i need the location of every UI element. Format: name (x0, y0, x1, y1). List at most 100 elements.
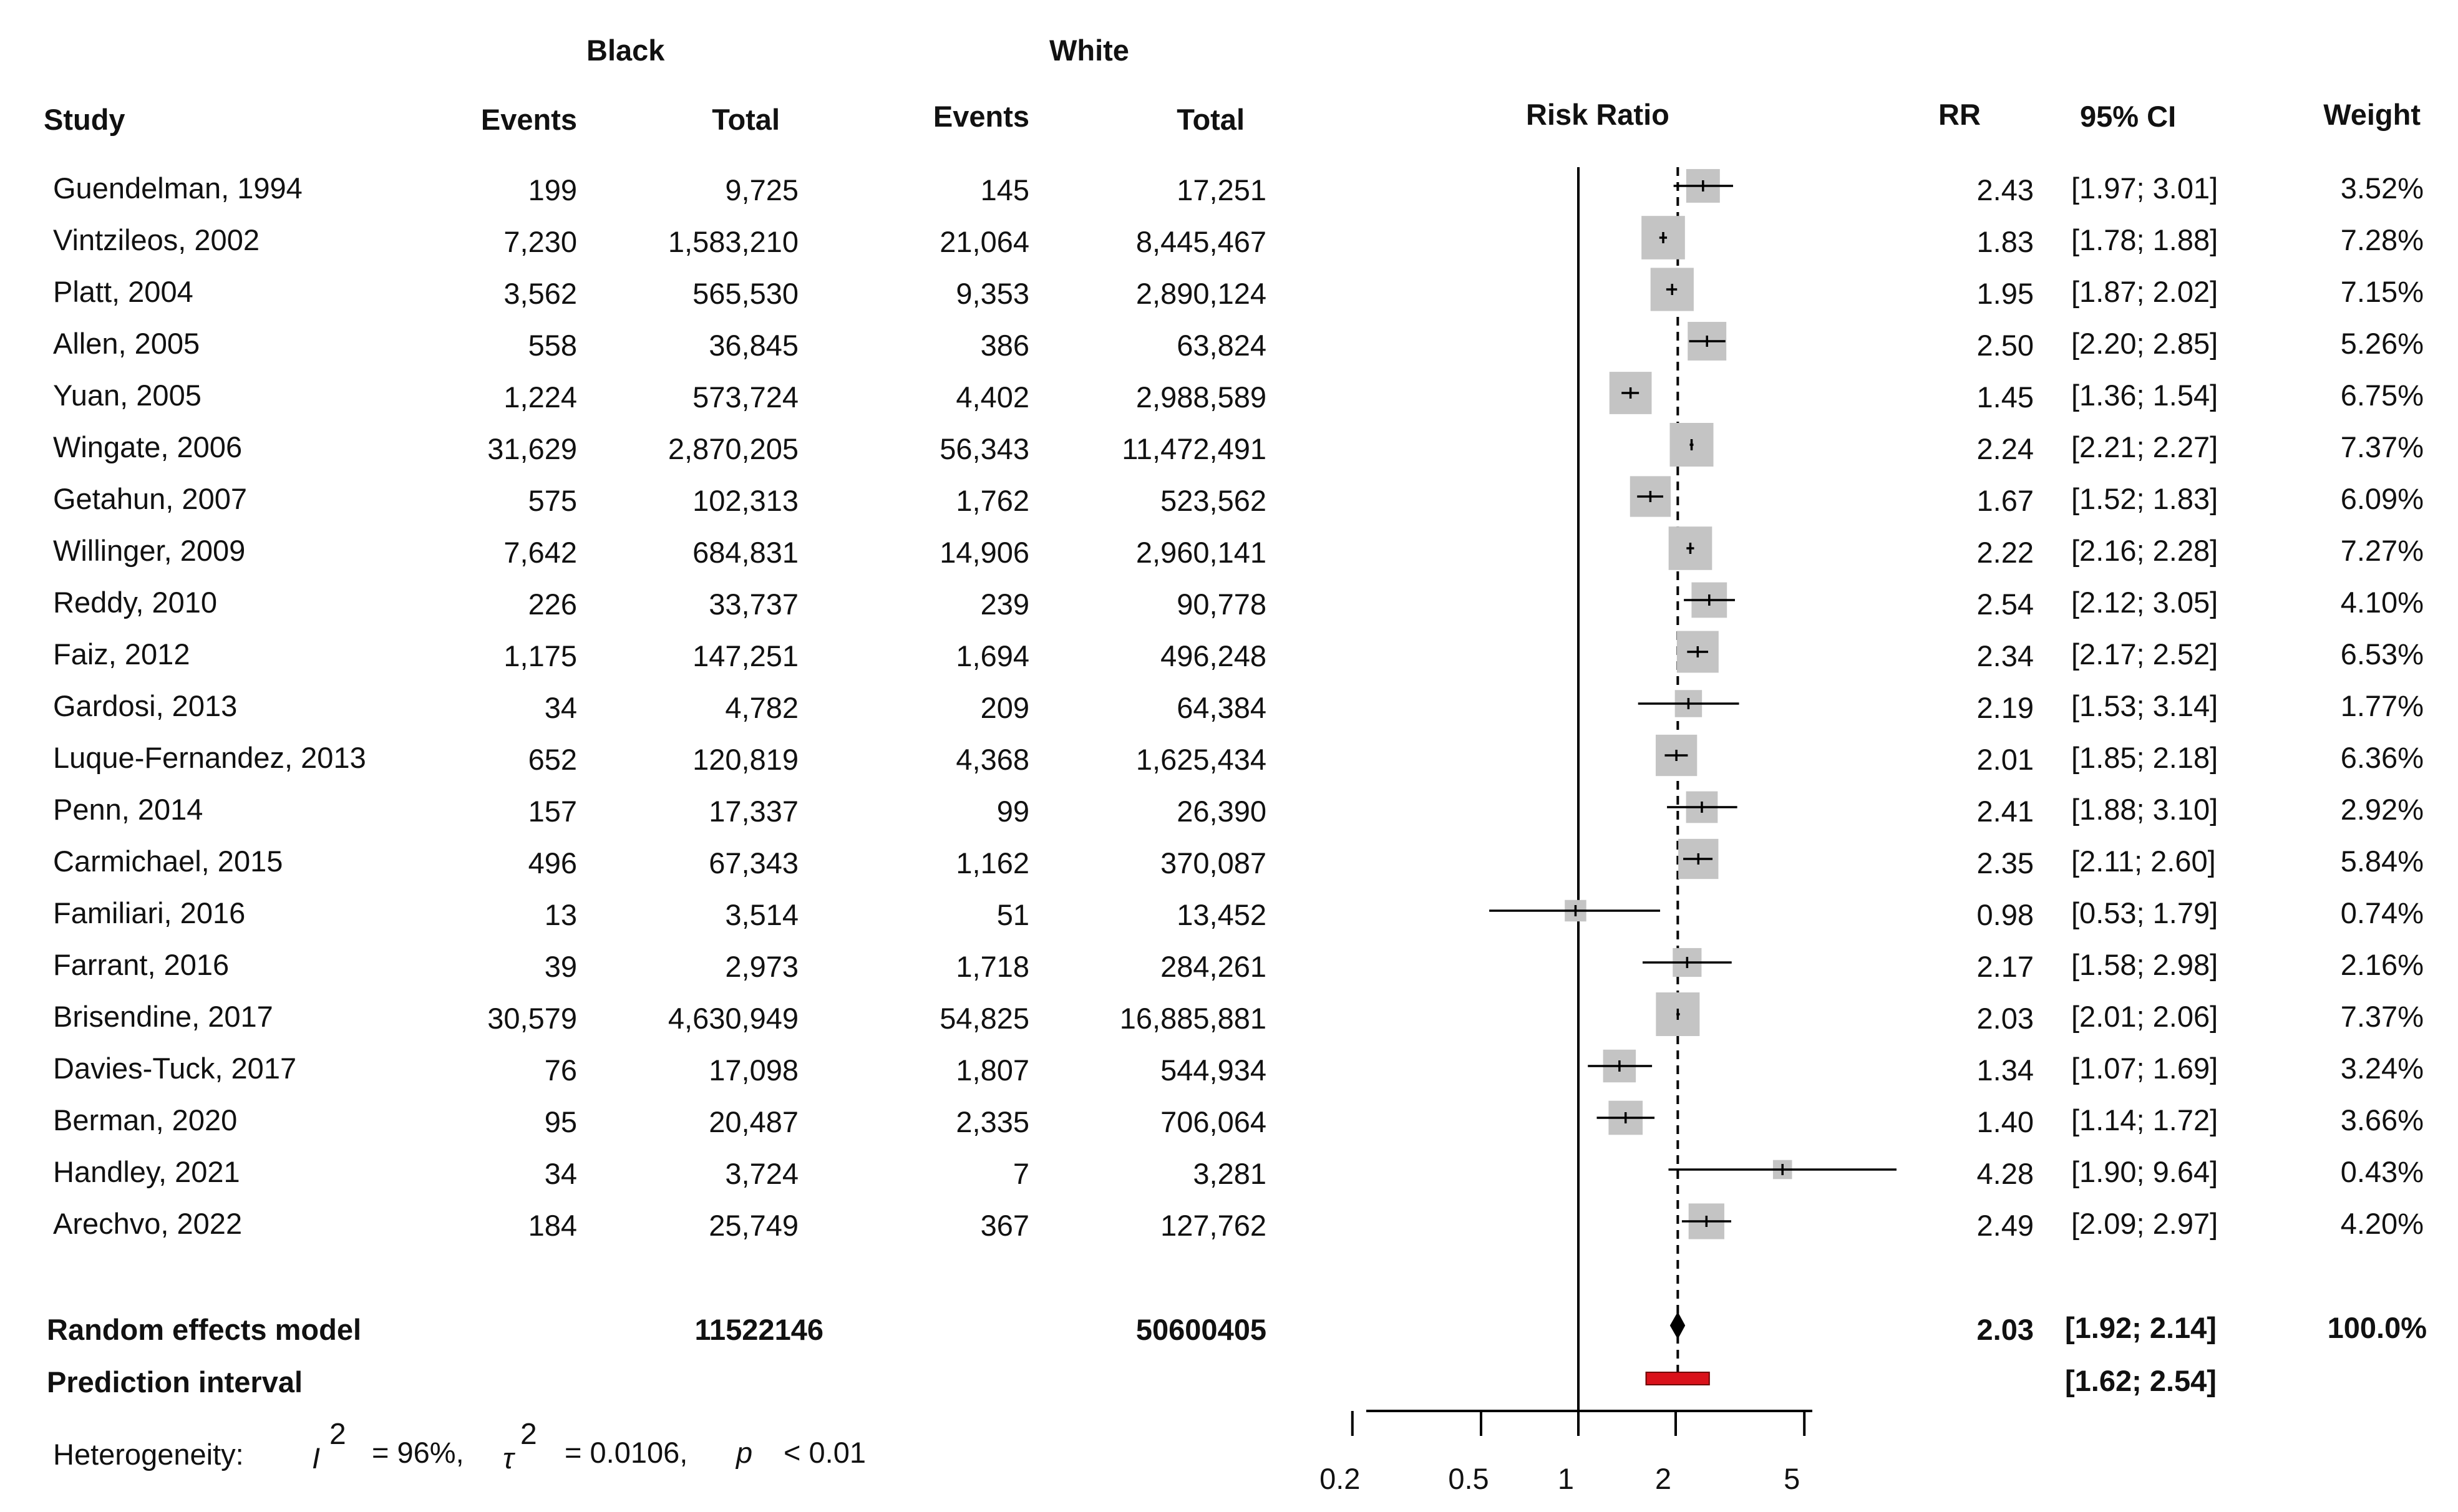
rr-value: 2.19 (1976, 691, 2034, 724)
tau2-superscript: 2 (520, 1418, 537, 1451)
white-events: 1,762 (956, 484, 1029, 517)
weight-value: 6.75% (2340, 379, 2424, 412)
white-events: 99 (996, 795, 1029, 828)
ci-value: [2.17; 2.52] (2071, 637, 2218, 671)
ci-value: [2.20; 2.85] (2071, 327, 2218, 360)
random-effects-white-total: 50600405 (1135, 1313, 1266, 1346)
white-events: 9,353 (956, 277, 1029, 310)
study-name: Guendelman, 1994 (53, 172, 303, 205)
black-total: 17,098 (709, 1054, 799, 1087)
weight-value: 7.37% (2340, 1000, 2424, 1033)
black-events: 34 (544, 691, 577, 724)
white-events: 209 (980, 691, 1029, 724)
study-marker (1609, 372, 1652, 414)
black-events: 13 (544, 898, 577, 931)
ci-value: [1.97; 3.01] (2071, 172, 2218, 205)
white-total: 2,988,589 (1135, 380, 1266, 414)
study-name: Handley, 2021 (53, 1155, 240, 1188)
white-total: 706,064 (1160, 1105, 1266, 1138)
black-events: 7,230 (503, 225, 577, 258)
rr-value: 2.34 (1976, 639, 2034, 672)
white-total: 16,885,881 (1119, 1002, 1266, 1035)
study-marker (1642, 947, 1732, 977)
weight-value: 3.24% (2340, 1052, 2424, 1085)
rr-value: 1.95 (1976, 277, 2034, 310)
weight-value: 3.52% (2340, 172, 2424, 205)
rr-value: 2.17 (1976, 950, 2034, 983)
col-header-rr: RR (1938, 98, 1981, 131)
group-header-white: White (1049, 34, 1129, 67)
study-name: Willinger, 2009 (53, 534, 246, 567)
black-events: 558 (528, 329, 577, 362)
black-events: 34 (544, 1157, 577, 1190)
tau2-value: = 0.0106, (565, 1436, 688, 1469)
rr-value: 2.03 (1976, 1002, 2034, 1035)
white-total: 8,445,467 (1135, 225, 1266, 258)
black-total: 120,819 (692, 743, 799, 776)
study-marker (1673, 169, 1734, 203)
white-events: 2,335 (956, 1105, 1029, 1138)
study-name: Gardosi, 2013 (53, 689, 238, 722)
study-name: Luque-Fernandez, 2013 (53, 741, 366, 774)
rr-value: 2.22 (1976, 536, 2034, 569)
black-events: 157 (528, 795, 577, 828)
p-value: < 0.01 (784, 1436, 866, 1469)
black-total: 3,514 (725, 898, 799, 931)
study-marker (1489, 899, 1661, 922)
black-events: 575 (528, 484, 577, 517)
rr-value: 4.28 (1976, 1157, 2034, 1190)
white-events: 56,343 (940, 432, 1029, 465)
ci-value: [1.87; 2.02] (2071, 275, 2218, 308)
study-marker (1655, 734, 1698, 777)
white-total: 13,452 (1177, 898, 1266, 931)
black-events: 76 (544, 1054, 577, 1087)
black-total: 33,737 (709, 588, 799, 621)
col-header-study: Study (44, 103, 125, 136)
ci-value: [2.21; 2.27] (2071, 430, 2218, 463)
black-events: 3,562 (503, 277, 577, 310)
white-events: 1,694 (956, 639, 1029, 672)
i2-superscript: 2 (329, 1418, 346, 1451)
black-total: 4,630,949 (668, 1002, 799, 1035)
col-header-white-total: Total (1177, 103, 1245, 136)
study-name: Familiari, 2016 (53, 896, 246, 929)
ci-value: [2.09; 2.97] (2071, 1207, 2218, 1240)
ci-value: [1.52; 1.83] (2071, 482, 2218, 515)
white-total: 17,251 (1177, 173, 1266, 206)
x-tick-label: 5 (1784, 1462, 1800, 1495)
white-events: 386 (980, 329, 1029, 362)
ci-value: [1.07; 1.69] (2071, 1052, 2218, 1085)
study-name: Allen, 2005 (53, 327, 200, 360)
black-events: 226 (528, 588, 577, 621)
study-name: Platt, 2004 (53, 275, 193, 308)
black-events: 39 (544, 950, 577, 983)
white-events: 239 (980, 588, 1029, 621)
black-events: 31,629 (487, 432, 577, 465)
black-events: 1,175 (503, 639, 577, 672)
rr-value: 2.35 (1976, 846, 2034, 880)
white-total: 2,960,141 (1135, 536, 1266, 569)
tau-symbol: τ (503, 1442, 514, 1475)
weight-value: 4.10% (2340, 586, 2424, 619)
black-total: 2,973 (725, 950, 799, 983)
col-header-ci: 95% CI (2080, 100, 2177, 133)
black-events: 95 (544, 1105, 577, 1138)
white-events: 145 (980, 173, 1029, 206)
study-marker (1641, 216, 1685, 259)
ci-value: [1.88; 3.10] (2071, 793, 2218, 826)
study-name: Davies-Tuck, 2017 (53, 1052, 297, 1085)
black-total: 573,724 (692, 380, 799, 414)
black-total: 147,251 (692, 639, 799, 672)
white-total: 63,824 (1177, 329, 1266, 362)
col-header-risk-ratio: Risk Ratio (1526, 98, 1669, 131)
summary-diamond (1669, 1312, 1686, 1339)
black-total: 9,725 (725, 173, 799, 206)
study-name: Faiz, 2012 (53, 637, 190, 671)
black-events: 1,224 (503, 380, 577, 414)
weight-value: 2.92% (2340, 793, 2424, 826)
black-total: 2,870,205 (668, 432, 799, 465)
weight-value: 0.74% (2340, 896, 2424, 929)
ci-value: [1.85; 2.18] (2071, 741, 2218, 774)
white-events: 7 (1013, 1157, 1029, 1190)
ci-value: [1.90; 9.64] (2071, 1155, 2218, 1188)
